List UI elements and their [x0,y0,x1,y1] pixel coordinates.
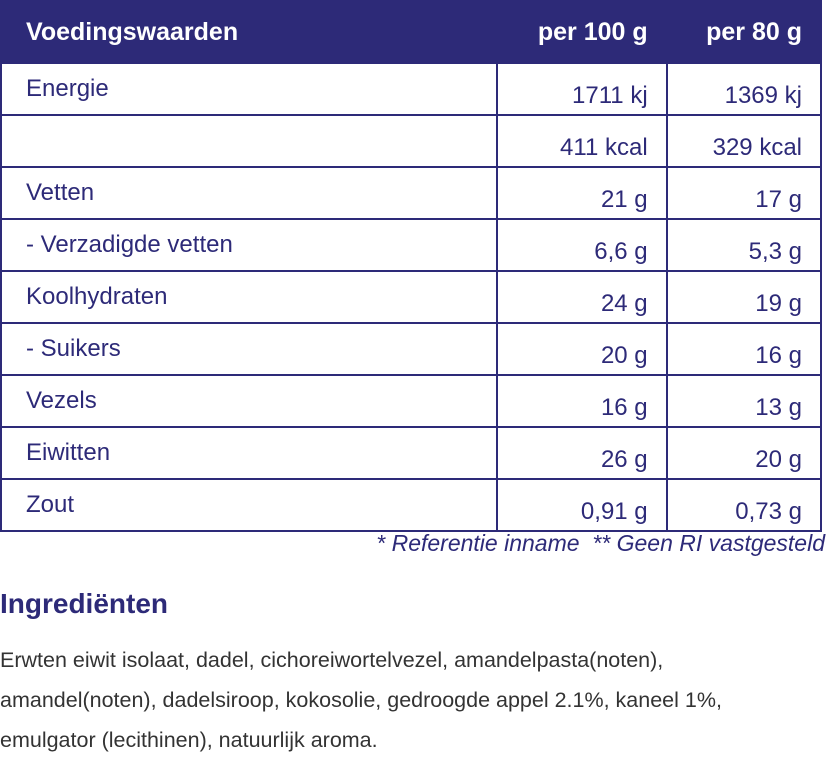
label-cell: Koolhydraten [0,270,498,324]
value-cell: 0,73 g [665,478,823,532]
label-cell: Eiwitten [0,426,498,480]
label-cell: - Suikers [0,322,498,376]
value-cell: 6,6 g [496,218,668,272]
table-row: Koolhydraten 24 g 19 g [0,270,823,324]
label-cell: Vetten [0,166,498,220]
header-cell: Voedingswaarden [0,0,498,64]
value-cell: 24 g [496,270,668,324]
header-cell: per 80 g [665,0,823,64]
value-cell: 19 g [665,270,823,324]
label-cell [0,114,498,168]
header-row: Voedingswaarden per 100 g per 80 g [0,0,823,64]
table-row: Vezels 16 g 13 g [0,374,823,428]
table-body: Energie 1711 kj 1369 kj 411 kcal 329 kcal Vet… [0,62,823,532]
value-cell: 1711 kj [496,62,668,116]
value-cell: 1369 kj [665,62,823,116]
table-row: - Verzadigde vetten 6,6 g 5,3 g [0,218,823,272]
nutrition-table: Voedingswaarden per 100 g per 80 g Energie… [0,0,823,532]
section-title: Ingrediënten [0,588,169,619]
table-row: Zout 0,91 g 0,73 g [0,478,823,532]
value-cell: 17 g [665,166,823,220]
value-cell: 16 g [496,374,668,428]
label-cell: Vezels [0,374,498,428]
value-cell: 21 g [496,166,668,220]
value-cell: 0,91 g [496,478,668,532]
value-cell: 329 kcal [665,114,823,168]
value-cell: 20 g [665,426,823,480]
header-cell: per 100 g [496,0,668,64]
label-cell: Energie [0,62,498,116]
value-cell: 26 g [496,426,668,480]
ingredients-text: Erwten eiwit isolaat, dadel, cichoreiwor… [0,648,722,752]
label-cell: Zout [0,478,498,532]
footnote: * Referentie inname ** Geen RI vastgeste… [376,530,825,556]
value-cell: 20 g [496,322,668,376]
table-row: 411 kcal 329 kcal [0,114,823,168]
value-cell: 5,3 g [665,218,823,272]
value-cell: 16 g [665,322,823,376]
value-cell: 411 kcal [496,114,668,168]
table-row: Vetten 21 g 17 g [0,166,823,220]
table-row: Eiwitten 26 g 20 g [0,426,823,480]
label-cell: - Verzadigde vetten [0,218,498,272]
value-cell: 13 g [665,374,823,428]
table-row: - Suikers 20 g 16 g [0,322,823,376]
table-row: Energie 1711 kj 1369 kj [0,62,823,116]
